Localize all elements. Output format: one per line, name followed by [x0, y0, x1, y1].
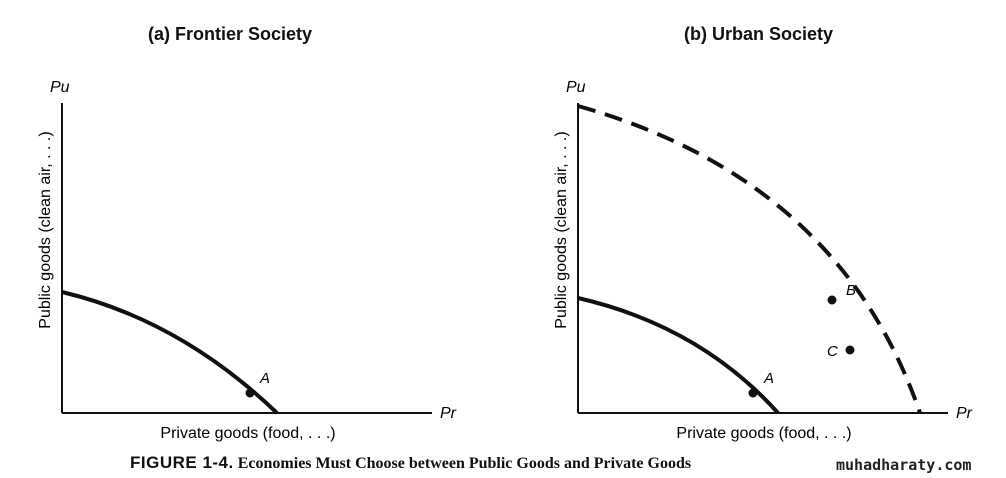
- panel-b-x-axis-label: Private goods (food, . . .): [676, 425, 851, 442]
- panel-a-frontier-curve: [61, 290, 279, 415]
- figure-number: FIGURE 1-4.: [130, 453, 234, 472]
- panel-a-x-axis-letter: Pr: [440, 405, 457, 422]
- panel-b-point-b: [827, 295, 837, 305]
- panel-b-point-c-label: C: [827, 343, 838, 360]
- panel-a-point-a-label: A: [259, 370, 270, 387]
- panel-b-point-a-label: A: [763, 370, 774, 387]
- panel-a-title: (a) Frontier Society: [148, 24, 313, 44]
- panel-b: Pu Pr Public goods (clean air, . . .) Pr…: [553, 79, 973, 442]
- panel-b-point-c: [845, 345, 855, 355]
- panel-b-new-frontier-curve: [577, 104, 922, 414]
- panel-b-title: (b) Urban Society: [684, 24, 834, 44]
- panel-a-point-a: [245, 388, 255, 398]
- panel-b-y-axis-label: Public goods (clean air, . . .): [553, 131, 570, 328]
- panel-b-point-a: [748, 388, 758, 398]
- figure-caption: FIGURE 1-4. Economies Must Choose betwee…: [130, 453, 691, 473]
- panel-a-y-axis-letter: Pu: [50, 79, 70, 96]
- panel-a-x-axis-label: Private goods (food, . . .): [160, 425, 335, 442]
- panel-b-old-frontier-curve: [577, 296, 780, 415]
- panel-a: Pu Pr Public goods (clean air, . . .) Pr…: [37, 79, 457, 442]
- panel-a-y-axis-label: Public goods (clean air, . . .): [37, 131, 54, 328]
- panel-b-x-axis-letter: Pr: [956, 405, 973, 422]
- panel-b-point-b-label: B: [846, 282, 856, 299]
- panel-b-y-axis-letter: Pu: [566, 79, 586, 96]
- watermark: muhadharaty.com: [836, 456, 972, 474]
- figure-caption-text: Economies Must Choose between Public Goo…: [237, 455, 692, 472]
